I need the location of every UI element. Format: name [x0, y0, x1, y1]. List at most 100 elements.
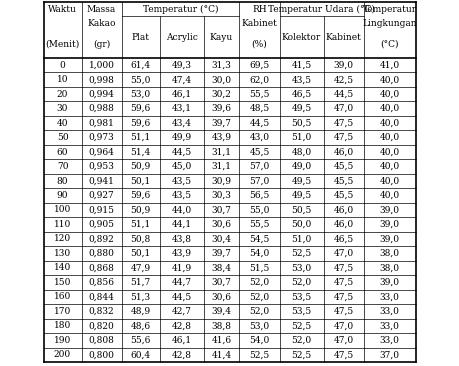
- Text: 31,3: 31,3: [212, 61, 231, 70]
- Text: 47,0: 47,0: [333, 104, 353, 113]
- Text: 60: 60: [57, 147, 68, 157]
- Text: 110: 110: [54, 220, 71, 229]
- Text: 47,5: 47,5: [333, 292, 353, 301]
- Text: 44,5: 44,5: [171, 147, 191, 157]
- Text: Kakao: Kakao: [87, 19, 116, 27]
- Text: 43,9: 43,9: [212, 133, 231, 142]
- Text: 41,5: 41,5: [291, 61, 312, 70]
- Text: Kabinet: Kabinet: [325, 33, 361, 41]
- Text: 47,9: 47,9: [130, 264, 151, 272]
- Text: 130: 130: [54, 249, 71, 258]
- Text: 80: 80: [57, 176, 68, 186]
- Text: 0,953: 0,953: [89, 162, 114, 171]
- Text: 0,880: 0,880: [89, 249, 114, 258]
- Text: 0,856: 0,856: [89, 278, 114, 287]
- Text: 59,6: 59,6: [130, 191, 151, 200]
- Text: 49,9: 49,9: [172, 133, 191, 142]
- Text: 46,5: 46,5: [333, 235, 353, 243]
- Text: 190: 190: [54, 336, 71, 345]
- Text: 50: 50: [57, 133, 68, 142]
- Text: 50,9: 50,9: [130, 205, 151, 214]
- Text: 40: 40: [57, 119, 68, 128]
- Text: 30,0: 30,0: [212, 75, 231, 84]
- Text: 43,0: 43,0: [250, 133, 269, 142]
- Text: 49,0: 49,0: [291, 162, 312, 171]
- Text: Lingkungan: Lingkungan: [362, 19, 417, 27]
- Text: 47,0: 47,0: [333, 249, 353, 258]
- Text: 30,9: 30,9: [212, 176, 231, 186]
- Text: 46,0: 46,0: [333, 147, 353, 157]
- Text: 52,0: 52,0: [249, 278, 269, 287]
- Text: 49,3: 49,3: [172, 61, 191, 70]
- Text: 43,4: 43,4: [172, 119, 191, 128]
- Text: 51,1: 51,1: [130, 220, 151, 229]
- Text: 42,5: 42,5: [333, 75, 353, 84]
- Text: 45,5: 45,5: [333, 191, 354, 200]
- Text: 0,964: 0,964: [89, 147, 114, 157]
- Text: 60,4: 60,4: [130, 350, 151, 359]
- Text: 53,5: 53,5: [291, 292, 312, 301]
- Text: 43,5: 43,5: [172, 191, 191, 200]
- Text: 0,994: 0,994: [89, 90, 114, 99]
- Text: 44,5: 44,5: [171, 292, 191, 301]
- Text: 50,8: 50,8: [130, 235, 151, 243]
- Text: 44,5: 44,5: [333, 90, 353, 99]
- Text: 53,0: 53,0: [130, 90, 151, 99]
- Text: 69,5: 69,5: [249, 61, 269, 70]
- Text: Temperatur Udara (°C): Temperatur Udara (°C): [268, 4, 375, 14]
- Text: 52,5: 52,5: [291, 249, 312, 258]
- Text: 0,844: 0,844: [89, 292, 114, 301]
- Text: Plat: Plat: [131, 33, 150, 41]
- Text: 43,8: 43,8: [172, 235, 191, 243]
- Text: 150: 150: [54, 278, 71, 287]
- Text: 52,0: 52,0: [249, 292, 269, 301]
- Text: 39,0: 39,0: [380, 205, 399, 214]
- Text: 41,0: 41,0: [380, 61, 400, 70]
- Text: 33,0: 33,0: [380, 321, 399, 330]
- Text: 47,5: 47,5: [333, 119, 353, 128]
- Text: 0,892: 0,892: [89, 235, 114, 243]
- Text: Acrylic: Acrylic: [166, 33, 197, 41]
- Text: 44,7: 44,7: [172, 278, 191, 287]
- Text: 51,3: 51,3: [130, 292, 151, 301]
- Text: 55,5: 55,5: [249, 220, 270, 229]
- Text: 30,2: 30,2: [212, 90, 231, 99]
- Text: 39,0: 39,0: [380, 220, 399, 229]
- Text: (°C): (°C): [380, 40, 399, 49]
- Text: 39,4: 39,4: [212, 307, 231, 316]
- Text: 46,1: 46,1: [172, 90, 191, 99]
- Text: 0,941: 0,941: [89, 176, 114, 186]
- Text: 40,0: 40,0: [380, 90, 400, 99]
- Text: 180: 180: [54, 321, 71, 330]
- Text: 45,5: 45,5: [333, 176, 354, 186]
- Text: 41,6: 41,6: [212, 336, 231, 345]
- Text: 48,6: 48,6: [130, 321, 151, 330]
- Text: 38,4: 38,4: [212, 264, 231, 272]
- Text: 44,0: 44,0: [172, 205, 191, 214]
- Text: RH: RH: [252, 4, 267, 14]
- Text: 70: 70: [57, 162, 68, 171]
- Text: 59,6: 59,6: [130, 119, 151, 128]
- Text: 40,0: 40,0: [380, 104, 400, 113]
- Text: 40,0: 40,0: [380, 191, 400, 200]
- Text: 100: 100: [54, 205, 71, 214]
- Text: 38,0: 38,0: [380, 249, 399, 258]
- Text: 40,0: 40,0: [380, 162, 400, 171]
- Text: 59,6: 59,6: [130, 104, 151, 113]
- Text: 47,5: 47,5: [333, 278, 353, 287]
- Text: 30: 30: [57, 104, 68, 113]
- Text: 46,0: 46,0: [333, 205, 353, 214]
- Text: (gr): (gr): [93, 40, 110, 49]
- Text: 50,5: 50,5: [291, 119, 312, 128]
- Text: 30,7: 30,7: [212, 205, 231, 214]
- Text: 48,5: 48,5: [249, 104, 269, 113]
- Text: 0,973: 0,973: [89, 133, 114, 142]
- Text: 43,5: 43,5: [172, 176, 191, 186]
- Text: 41,9: 41,9: [172, 264, 191, 272]
- Text: 51,7: 51,7: [130, 278, 151, 287]
- Text: 43,9: 43,9: [172, 249, 191, 258]
- Text: 40,0: 40,0: [380, 75, 400, 84]
- Text: 51,5: 51,5: [249, 264, 270, 272]
- Text: 50,9: 50,9: [130, 162, 151, 171]
- Text: Kayu: Kayu: [210, 33, 233, 41]
